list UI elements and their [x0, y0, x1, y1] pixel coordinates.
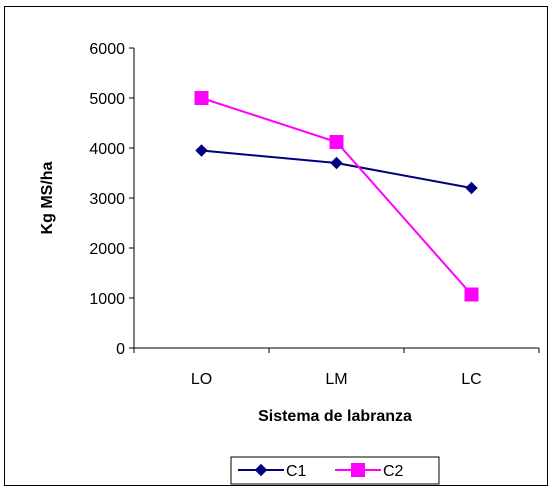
data-point — [195, 144, 208, 157]
y-tick-label: 2000 — [89, 241, 125, 258]
series-c2 — [194, 91, 479, 302]
x-tick-label: LC — [461, 371, 481, 388]
legend-marker — [254, 463, 268, 477]
y-tick-label: 1000 — [89, 291, 125, 308]
y-tick-label: 5000 — [89, 91, 125, 108]
legend-item-c1: C1 — [238, 463, 307, 480]
data-point — [330, 156, 343, 170]
series-group — [194, 91, 479, 302]
x-tick-label: LM — [325, 371, 347, 388]
x-tick-label: LO — [191, 371, 212, 388]
chart-frame — [4, 6, 548, 486]
y-tick-labels: 0 1000 2000 3000 4000 5000 6000 — [89, 41, 125, 358]
legend-item-c2: C2 — [335, 463, 404, 480]
series-line — [201, 149, 472, 189]
series-line — [201, 97, 473, 296]
y-tick-label: 3000 — [89, 191, 125, 208]
legend-label: C2 — [383, 463, 404, 480]
axes — [129, 47, 540, 353]
data-point — [329, 135, 344, 149]
data-point — [194, 91, 209, 105]
series-c1 — [195, 144, 478, 195]
legend-label: C1 — [286, 463, 307, 480]
y-tick-label: 4000 — [89, 141, 125, 158]
x-tick-labels: LO LM LC — [191, 371, 482, 388]
y-tick-label: 0 — [116, 341, 125, 358]
y-tick-label: 6000 — [89, 41, 125, 58]
data-point — [464, 287, 479, 302]
y-axis-title: Kg MS/ha — [39, 161, 56, 234]
x-axis-title: Sistema de labranza — [258, 408, 412, 425]
legend-marker — [351, 463, 365, 477]
legend: C1 C2 — [230, 456, 440, 485]
data-point — [465, 181, 478, 195]
